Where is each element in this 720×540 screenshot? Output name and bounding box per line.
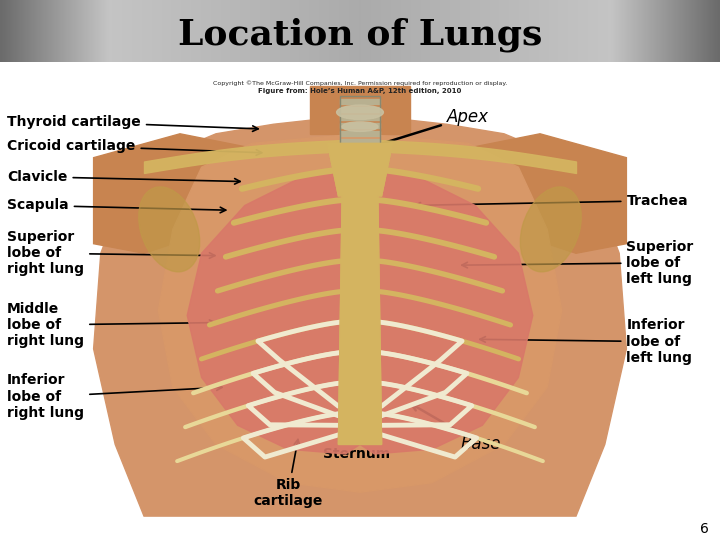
Text: Copyright ©The McGraw-Hill Companies, Inc. Permission required for reproduction : Copyright ©The McGraw-Hill Companies, In… xyxy=(213,81,507,86)
Ellipse shape xyxy=(342,122,378,131)
Polygon shape xyxy=(94,119,626,516)
Polygon shape xyxy=(328,143,392,196)
Bar xyxy=(340,131,380,136)
Bar xyxy=(340,107,380,112)
Polygon shape xyxy=(328,143,392,196)
Text: Clavicle: Clavicle xyxy=(7,170,240,184)
Text: Figure from: Hole’s Human A&P, 12th edition, 2010: Figure from: Hole’s Human A&P, 12th edit… xyxy=(258,88,462,94)
Bar xyxy=(340,123,380,127)
Polygon shape xyxy=(158,134,562,492)
Text: Inferior
lobe of
right lung: Inferior lobe of right lung xyxy=(7,374,222,420)
Polygon shape xyxy=(310,86,410,134)
Text: Apex: Apex xyxy=(372,108,488,147)
Polygon shape xyxy=(94,134,274,253)
Polygon shape xyxy=(187,167,360,454)
Text: Superior
lobe of
right lung: Superior lobe of right lung xyxy=(7,230,215,276)
Text: Trachea: Trachea xyxy=(415,194,688,208)
Bar xyxy=(340,96,380,148)
Polygon shape xyxy=(446,134,626,253)
Bar xyxy=(340,115,380,119)
Text: 6: 6 xyxy=(701,522,709,536)
Polygon shape xyxy=(338,158,382,444)
Text: Middle
lobe of
right lung: Middle lobe of right lung xyxy=(7,302,215,348)
Bar xyxy=(340,139,380,144)
Text: Thyroid cartilage: Thyroid cartilage xyxy=(7,115,258,131)
Bar xyxy=(340,147,380,151)
Text: Superior
lobe of
left lung: Superior lobe of left lung xyxy=(462,240,693,286)
Bar xyxy=(340,99,380,104)
Text: Location of Lungs: Location of Lungs xyxy=(178,17,542,52)
Text: Inferior
lobe of
left lung: Inferior lobe of left lung xyxy=(480,319,692,365)
Polygon shape xyxy=(338,158,382,444)
Text: Base: Base xyxy=(412,404,501,454)
Polygon shape xyxy=(360,167,533,454)
Ellipse shape xyxy=(139,187,199,272)
Text: Sternum: Sternum xyxy=(323,420,390,461)
Ellipse shape xyxy=(337,105,384,119)
Text: Rib
cartilage: Rib cartilage xyxy=(253,440,323,508)
Text: Cricoid cartilage: Cricoid cartilage xyxy=(7,139,262,156)
Text: Scapula: Scapula xyxy=(7,199,226,213)
Ellipse shape xyxy=(521,187,581,272)
